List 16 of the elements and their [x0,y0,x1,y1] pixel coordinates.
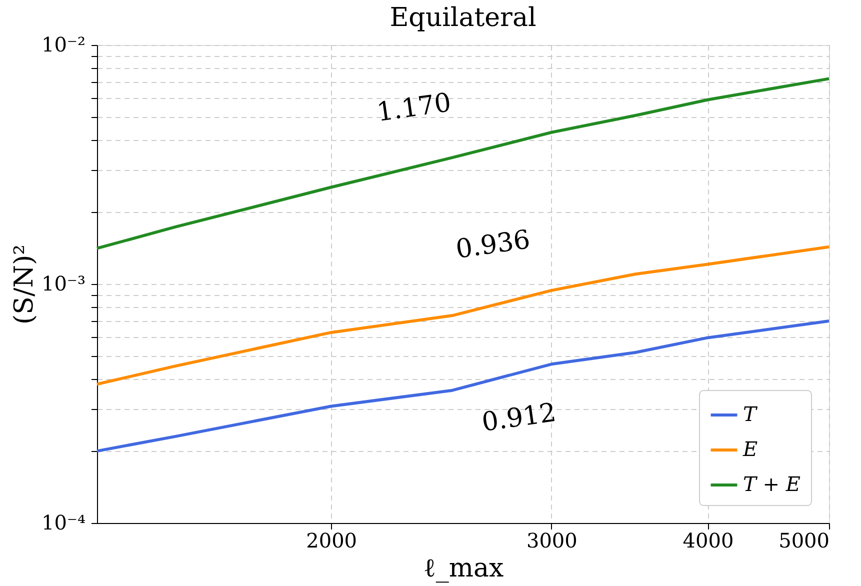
legend-label: T + E [743,472,801,496]
y-tick-label: 10⁻² [41,32,86,56]
x-axis-title: ℓ_max [423,554,504,584]
legend-label: T [743,402,758,426]
x-tick-label: 2000 [306,528,358,552]
legend-label: E [742,437,758,461]
annotation: 0.912 [480,398,558,438]
annotation: 1.170 [375,88,453,128]
y-tick-label: 10⁻⁴ [41,510,86,534]
annotation: 0.936 [454,224,532,266]
chart-title: Equilateral [390,3,536,33]
y-axis-title: (S/N)² [9,244,40,325]
x-tick-label: 5000 [778,528,830,552]
x-tick-label: 4000 [682,528,734,552]
x-tick-label: 3000 [526,528,578,552]
y-tick-label: 10⁻³ [41,272,86,296]
